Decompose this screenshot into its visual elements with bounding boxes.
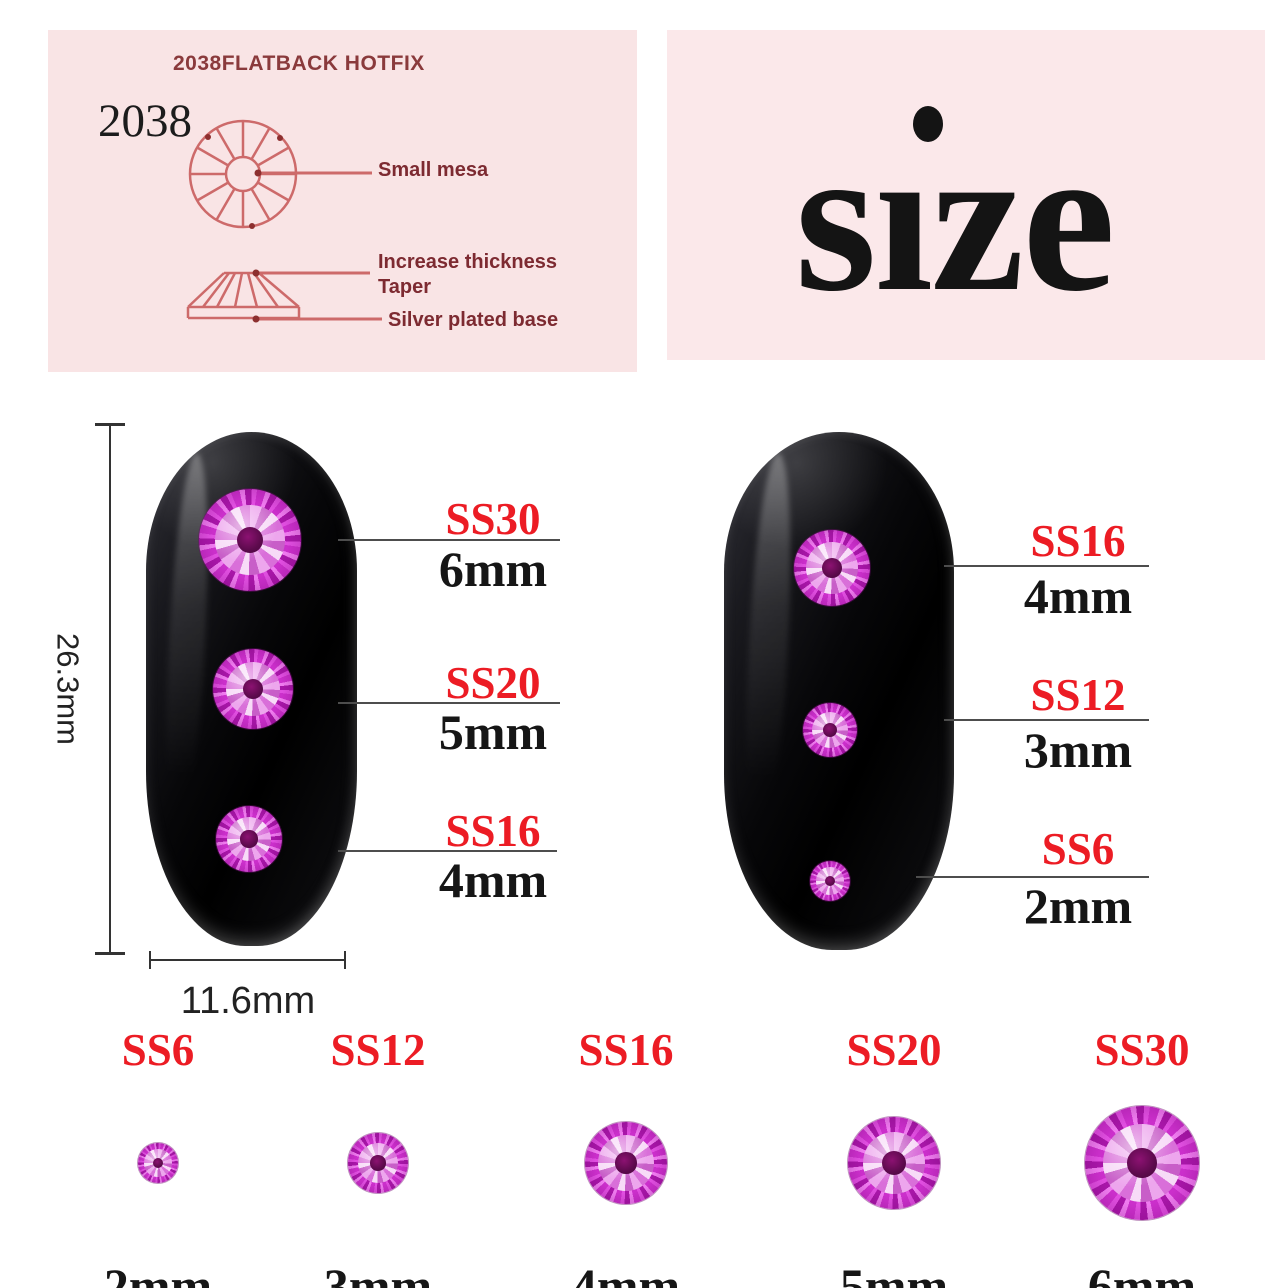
callout-ss20: SS20 [445,658,541,708]
callout-5mm: 5mm [438,704,548,760]
rhinestone-ss30 [199,489,301,591]
model-number: 2038 [98,95,192,147]
height-measure-line [109,424,111,954]
chart-ss16-label: SS16 [578,1025,674,1075]
chart-gem-ss12 [348,1133,408,1193]
chart-ss30-label: SS30 [1094,1025,1190,1075]
height-measure-cap-top [95,423,125,426]
height-measure-cap-bottom [95,952,125,955]
chart-ss6-label: SS6 [121,1025,195,1075]
chart-gem-ss30 [1085,1106,1199,1220]
label-increase-thickness: Increase thickness [378,251,557,273]
callout-line-ss16-left [338,850,557,852]
size-heading-panel: sıze [667,30,1265,360]
callout-ss16-right: SS16 [1030,516,1126,566]
callout-line-ss6 [916,876,1149,878]
rhinestone-ss16 [216,806,282,872]
chart-6mm-label: 6mm [1087,1258,1197,1288]
chart-5mm-label: 5mm [839,1258,949,1288]
chart-gem-ss6 [138,1143,178,1183]
callout-6mm: 6mm [438,541,548,597]
chart-gem-ss20 [848,1117,940,1209]
callout-2mm: 2mm [1023,878,1133,934]
rhinestone-ss20 [213,649,293,729]
width-measure-tick-left [149,951,151,969]
width-measure-line [150,959,346,961]
callout-line-ss12 [944,719,1149,721]
chart-ss20-label: SS20 [846,1025,942,1075]
size-i-dot [913,106,943,142]
rhinestone-structure-diagram [186,119,382,323]
chart-ss12-label: SS12 [330,1025,426,1075]
chart-3mm-label: 3mm [323,1258,433,1288]
rhinestone-ss12 [803,703,857,757]
rhinestone-ss6 [810,861,850,901]
chart-4mm-label: 4mm [571,1258,681,1288]
chart-gem-ss16 [585,1122,667,1204]
callout-line-ss20 [338,702,560,704]
callout-ss12: SS12 [1030,670,1126,720]
label-small-mesa: Small mesa [378,159,489,181]
callout-ss16-left: SS16 [445,806,541,856]
callout-3mm: 3mm [1023,722,1133,778]
callout-ss6: SS6 [1041,824,1115,874]
callout-ss30: SS30 [445,494,541,544]
callout-line-ss16-right [944,565,1149,567]
callout-line-ss30 [338,539,560,541]
nail-height-label: 26.3mm [50,633,86,745]
callout-4mm-right: 4mm [1023,568,1133,624]
diagram-title: 2038FLATBACK HOTFIX [173,52,425,75]
diagram-dots [205,134,283,323]
size-heading: sıze [795,103,1115,335]
label-taper: Taper [378,276,431,298]
flatback-diagram-panel: 2038FLATBACK HOTFIX 2038 Small mesa Incr… [48,30,637,372]
nail-width-label: 11.6mm [180,980,316,1022]
rhinestone-ss16-right [794,530,870,606]
callout-4mm-left: 4mm [438,852,548,908]
label-silver-plated-base: Silver plated base [388,309,559,331]
width-measure-tick-right [344,951,346,969]
chart-2mm-label: 2mm [103,1258,213,1288]
